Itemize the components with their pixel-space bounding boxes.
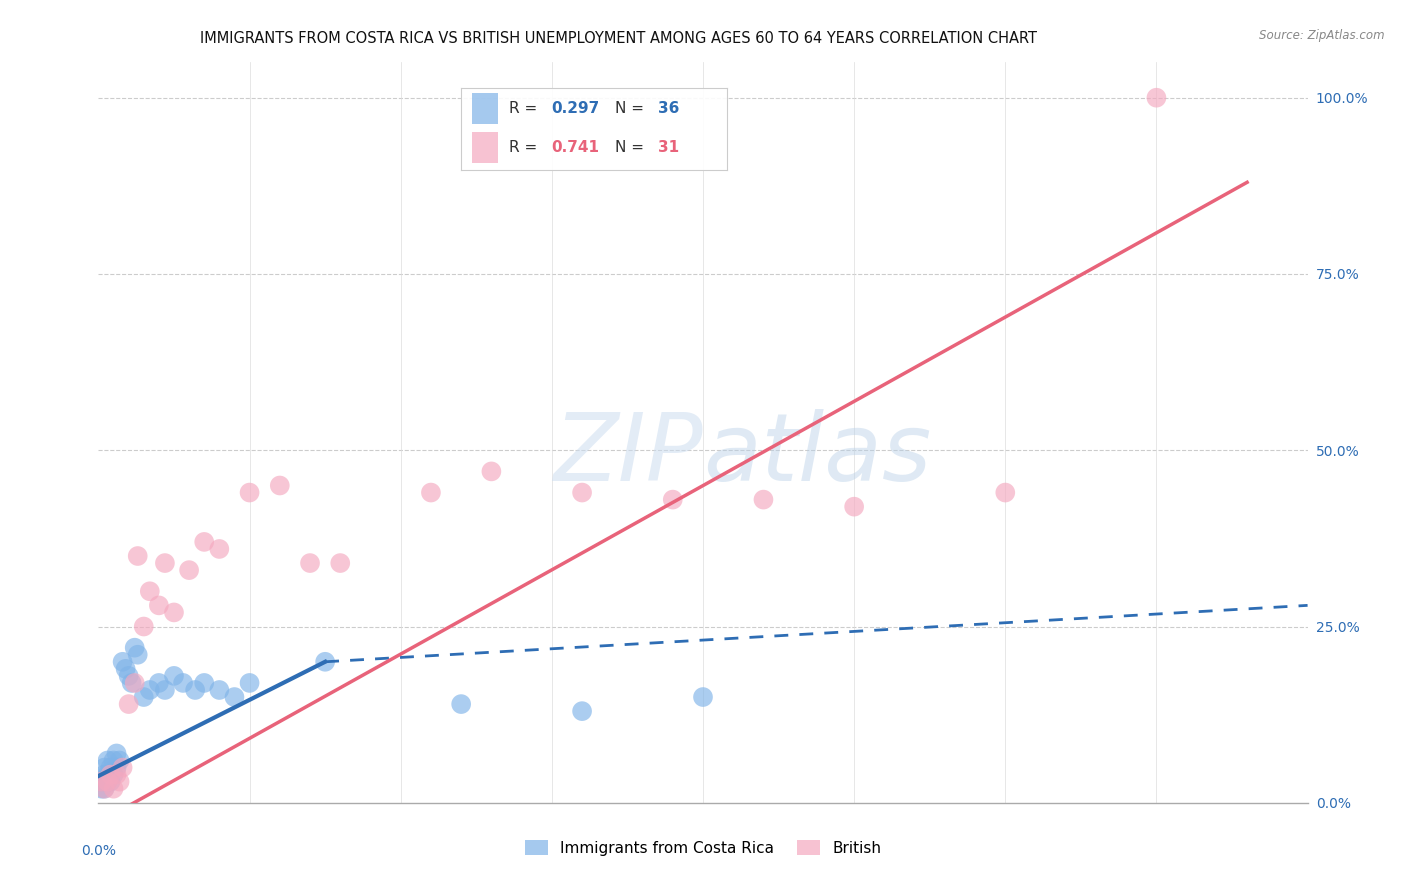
- Point: [114, 662, 136, 676]
- Point: [96, 754, 118, 768]
- Point: [124, 676, 146, 690]
- Point: [994, 485, 1017, 500]
- Point: [100, 767, 122, 781]
- Point: [118, 669, 141, 683]
- Point: [172, 676, 194, 690]
- Point: [111, 655, 134, 669]
- Point: [844, 500, 866, 514]
- Point: [139, 683, 162, 698]
- Point: [90, 781, 112, 796]
- Point: [90, 774, 112, 789]
- Point: [571, 485, 593, 500]
- Point: [163, 606, 186, 620]
- Point: [93, 767, 115, 781]
- Point: [193, 676, 215, 690]
- Point: [184, 683, 207, 698]
- Point: [111, 760, 134, 774]
- Point: [132, 690, 155, 704]
- Legend: Immigrants from Costa Rica, British: Immigrants from Costa Rica, British: [519, 834, 887, 862]
- Point: [148, 676, 170, 690]
- Point: [96, 767, 118, 781]
- Point: [90, 774, 112, 789]
- Point: [179, 563, 201, 577]
- Point: [153, 683, 176, 698]
- Point: [163, 669, 186, 683]
- Point: [224, 690, 246, 704]
- Point: [96, 774, 118, 789]
- Point: [148, 599, 170, 613]
- Point: [127, 549, 149, 563]
- Point: [118, 697, 141, 711]
- Point: [96, 774, 118, 789]
- Point: [100, 774, 122, 789]
- Text: ZIP: ZIP: [554, 409, 703, 500]
- Point: [121, 676, 143, 690]
- Point: [329, 556, 352, 570]
- Text: IMMIGRANTS FROM COSTA RICA VS BRITISH UNEMPLOYMENT AMONG AGES 60 TO 64 YEARS COR: IMMIGRANTS FROM COSTA RICA VS BRITISH UN…: [200, 31, 1038, 46]
- Point: [208, 541, 231, 556]
- Point: [103, 767, 125, 781]
- Point: [571, 704, 593, 718]
- Point: [93, 781, 115, 796]
- Point: [661, 492, 683, 507]
- Point: [105, 747, 128, 761]
- Point: [239, 676, 262, 690]
- Point: [239, 485, 262, 500]
- Text: atlas: atlas: [703, 409, 931, 500]
- Point: [108, 754, 131, 768]
- Point: [752, 492, 775, 507]
- Point: [105, 760, 128, 774]
- Text: Source: ZipAtlas.com: Source: ZipAtlas.com: [1260, 29, 1385, 42]
- Point: [132, 619, 155, 633]
- Point: [450, 697, 472, 711]
- Point: [139, 584, 162, 599]
- Point: [100, 760, 122, 774]
- Point: [481, 464, 503, 478]
- Point: [105, 767, 128, 781]
- Point: [208, 683, 231, 698]
- Point: [420, 485, 443, 500]
- Point: [108, 774, 131, 789]
- Point: [103, 781, 125, 796]
- Point: [93, 760, 115, 774]
- Point: [314, 655, 336, 669]
- Point: [299, 556, 322, 570]
- Point: [103, 754, 125, 768]
- Point: [269, 478, 291, 492]
- Point: [153, 556, 176, 570]
- Point: [127, 648, 149, 662]
- Point: [1144, 91, 1167, 105]
- Text: 0.0%: 0.0%: [82, 844, 115, 857]
- Point: [93, 781, 115, 796]
- Point: [193, 535, 215, 549]
- Point: [692, 690, 714, 704]
- Point: [124, 640, 146, 655]
